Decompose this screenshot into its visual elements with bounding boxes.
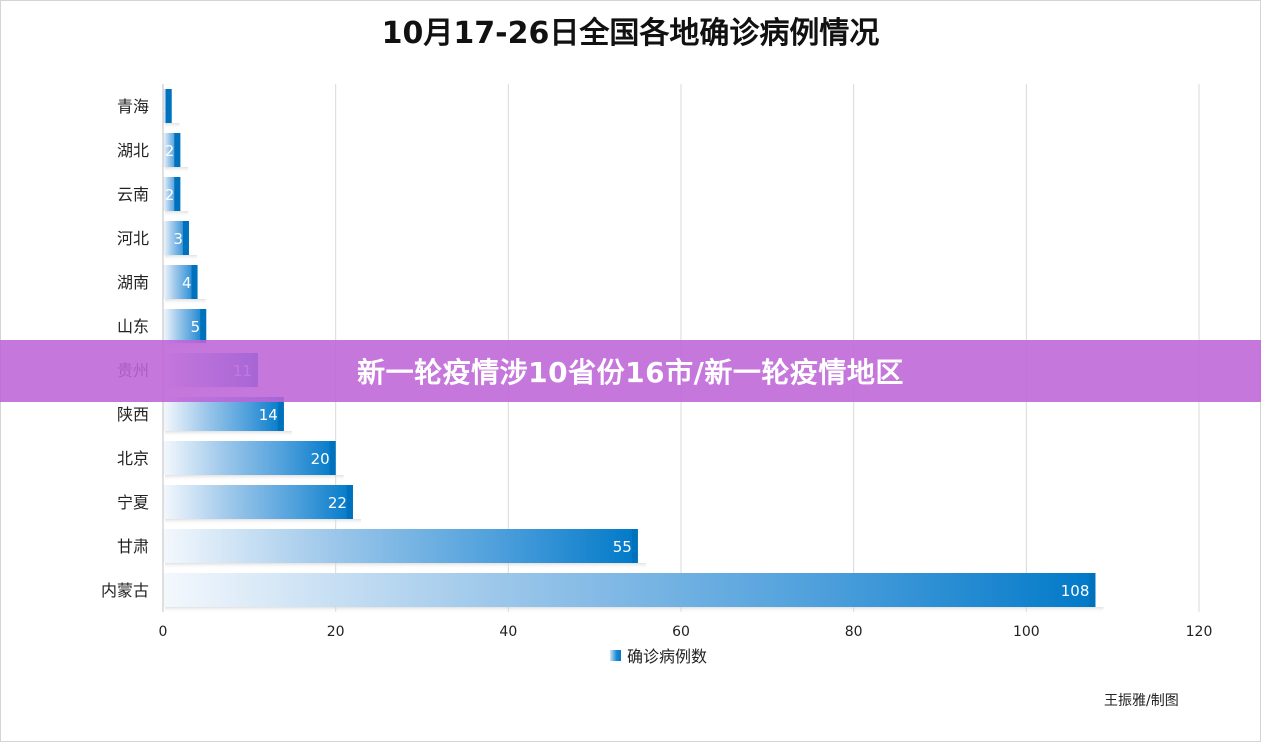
x-tick-label: 20 bbox=[327, 624, 345, 640]
category-label: 陕西 bbox=[117, 405, 149, 424]
bar bbox=[163, 441, 336, 475]
value-label: 2 bbox=[165, 186, 175, 204]
bar bbox=[163, 397, 284, 431]
chart-legend: 确诊病例数 bbox=[610, 643, 707, 667]
x-tick-label: 120 bbox=[1186, 624, 1213, 640]
category-label: 湖南 bbox=[117, 273, 149, 292]
bar bbox=[163, 529, 638, 563]
value-label: 22 bbox=[328, 494, 347, 512]
chart-credit: 王振雅/制图 bbox=[1104, 693, 1179, 709]
banner-text: 新一轮疫情涉10省份16市/新一轮疫情地区 bbox=[357, 356, 904, 389]
bar-shadow bbox=[165, 607, 1104, 613]
bar bbox=[163, 573, 1096, 607]
x-tick-label: 100 bbox=[1013, 624, 1040, 640]
bar-cap bbox=[200, 309, 207, 343]
bar-cap bbox=[329, 441, 336, 475]
category-label: 云南 bbox=[117, 185, 149, 204]
value-label: 3 bbox=[173, 230, 183, 248]
bar-cap bbox=[165, 89, 172, 123]
legend-swatch bbox=[610, 649, 621, 661]
category-label: 甘肃 bbox=[117, 537, 149, 556]
bar-shadow bbox=[165, 299, 206, 305]
value-label: 5 bbox=[191, 318, 201, 336]
value-label: 2 bbox=[165, 142, 175, 160]
bar-cap bbox=[346, 485, 353, 519]
bar-cap bbox=[174, 177, 181, 211]
bar-cap bbox=[174, 133, 181, 167]
category-label: 青海 bbox=[117, 97, 149, 116]
value-label: 108 bbox=[1061, 582, 1090, 600]
bar-shadow bbox=[165, 563, 646, 569]
x-tick-label: 40 bbox=[499, 624, 517, 640]
bar-cap bbox=[191, 265, 198, 299]
bar-shadow bbox=[165, 431, 292, 437]
bar-cap bbox=[277, 397, 284, 431]
category-label: 河北 bbox=[117, 229, 149, 248]
bar-shadow bbox=[165, 123, 180, 129]
value-label: 20 bbox=[311, 450, 330, 468]
bar-cap bbox=[631, 529, 638, 563]
value-label: 14 bbox=[259, 406, 278, 424]
x-tick-label: 60 bbox=[672, 624, 690, 640]
bar-shadow bbox=[165, 255, 197, 261]
bar-shadow bbox=[165, 167, 189, 173]
bar-shadow bbox=[165, 211, 189, 217]
category-label: 山东 bbox=[117, 317, 149, 336]
bar-cap bbox=[1089, 573, 1096, 607]
x-tick-label: 80 bbox=[845, 624, 863, 640]
legend-label: 确诊病例数 bbox=[627, 647, 708, 666]
bar-shadow bbox=[165, 475, 344, 481]
bar-cap bbox=[182, 221, 189, 255]
category-label: 内蒙古 bbox=[101, 581, 149, 600]
bar bbox=[163, 309, 207, 343]
overlay-banner: 新一轮疫情涉10省份16市/新一轮疫情地区 bbox=[0, 340, 1261, 402]
value-label: 55 bbox=[613, 538, 632, 556]
category-label: 湖北 bbox=[117, 141, 149, 160]
chart-title: 10月17-26日全国各地确诊病例情况 bbox=[381, 16, 880, 51]
value-label: 4 bbox=[182, 274, 192, 292]
category-label: 宁夏 bbox=[117, 493, 149, 512]
bar-shadow bbox=[165, 519, 361, 525]
category-label: 北京 bbox=[117, 449, 149, 468]
x-tick-label: 0 bbox=[159, 624, 168, 640]
bar bbox=[163, 485, 353, 519]
value-label: 1 bbox=[156, 98, 166, 116]
